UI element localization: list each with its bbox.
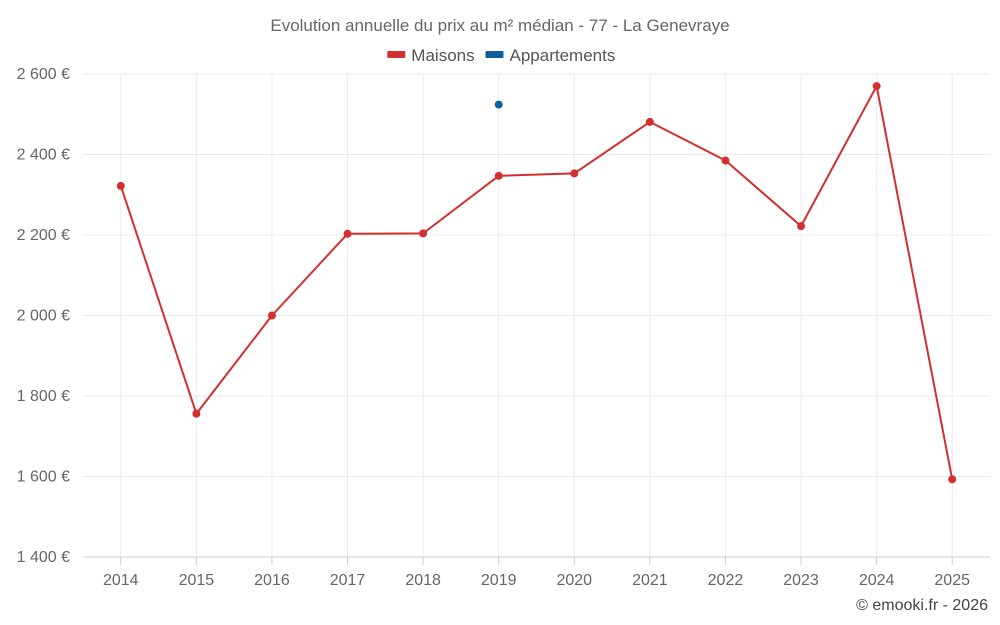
data-point-maisons[interactable]: [872, 82, 881, 91]
y-tick-label: 2 000 €: [17, 308, 70, 325]
data-point-maisons[interactable]: [419, 229, 428, 238]
x-tick-label: 2024: [859, 572, 895, 589]
legend-swatch-maisons: [387, 51, 406, 58]
legend-label-maisons: Maisons: [411, 46, 474, 65]
legend-label-appartements: Appartements: [510, 46, 616, 65]
legend-item-appartements[interactable]: Appartements: [485, 46, 616, 65]
data-point-appartements[interactable]: [494, 100, 503, 109]
legend-swatch-appartements: [485, 51, 504, 58]
x-tick-label: 2018: [405, 572, 441, 589]
x-tick-label: 2021: [632, 572, 668, 589]
x-tick-label: 2015: [179, 572, 215, 589]
data-point-maisons[interactable]: [948, 475, 957, 484]
data-point-maisons[interactable]: [494, 171, 503, 180]
y-tick-label: 1 600 €: [17, 469, 70, 486]
y-tick-label: 2 600 €: [17, 66, 70, 83]
y-tick-label: 1 800 €: [17, 388, 70, 405]
x-tick-label: 2017: [330, 572, 366, 589]
x-tick-label: 2016: [254, 572, 290, 589]
x-axis: 2014 2015 2016 2017 2018 2019 2020 2021 2022 2023…: [83, 556, 990, 589]
legend: Maisons Appartements: [387, 46, 615, 65]
data-point-maisons[interactable]: [116, 181, 125, 190]
data-point-maisons[interactable]: [570, 169, 579, 178]
x-tick-label: 2022: [708, 572, 744, 589]
data-point-maisons[interactable]: [192, 409, 201, 418]
data-point-maisons[interactable]: [267, 311, 276, 320]
y-axis: 1 400 € 1 600 € 1 800 € 2 000 € 2 200 € 2 400…: [17, 66, 70, 566]
data-point-maisons[interactable]: [721, 156, 730, 165]
series-layer: [116, 82, 957, 484]
grid: [83, 73, 990, 558]
x-tick-label: 2019: [481, 572, 517, 589]
legend-item-maisons[interactable]: Maisons: [387, 46, 475, 65]
y-tick-label: 1 400 €: [17, 549, 70, 566]
chart-credit: © emooki.fr - 2026: [856, 597, 988, 614]
x-tick-label: 2020: [556, 572, 592, 589]
data-point-maisons[interactable]: [343, 229, 352, 238]
x-tick-label: 2023: [783, 572, 819, 589]
data-point-maisons[interactable]: [797, 222, 806, 231]
y-tick-label: 2 400 €: [17, 147, 70, 164]
x-tick-label: 2025: [934, 572, 970, 589]
chart-title: Evolution annuelle du prix au m² médian …: [270, 16, 729, 35]
x-tick-label: 2014: [103, 572, 139, 589]
y-tick-label: 2 200 €: [17, 227, 70, 244]
data-point-maisons[interactable]: [645, 117, 654, 126]
series-line-maisons: [119, 85, 954, 481]
